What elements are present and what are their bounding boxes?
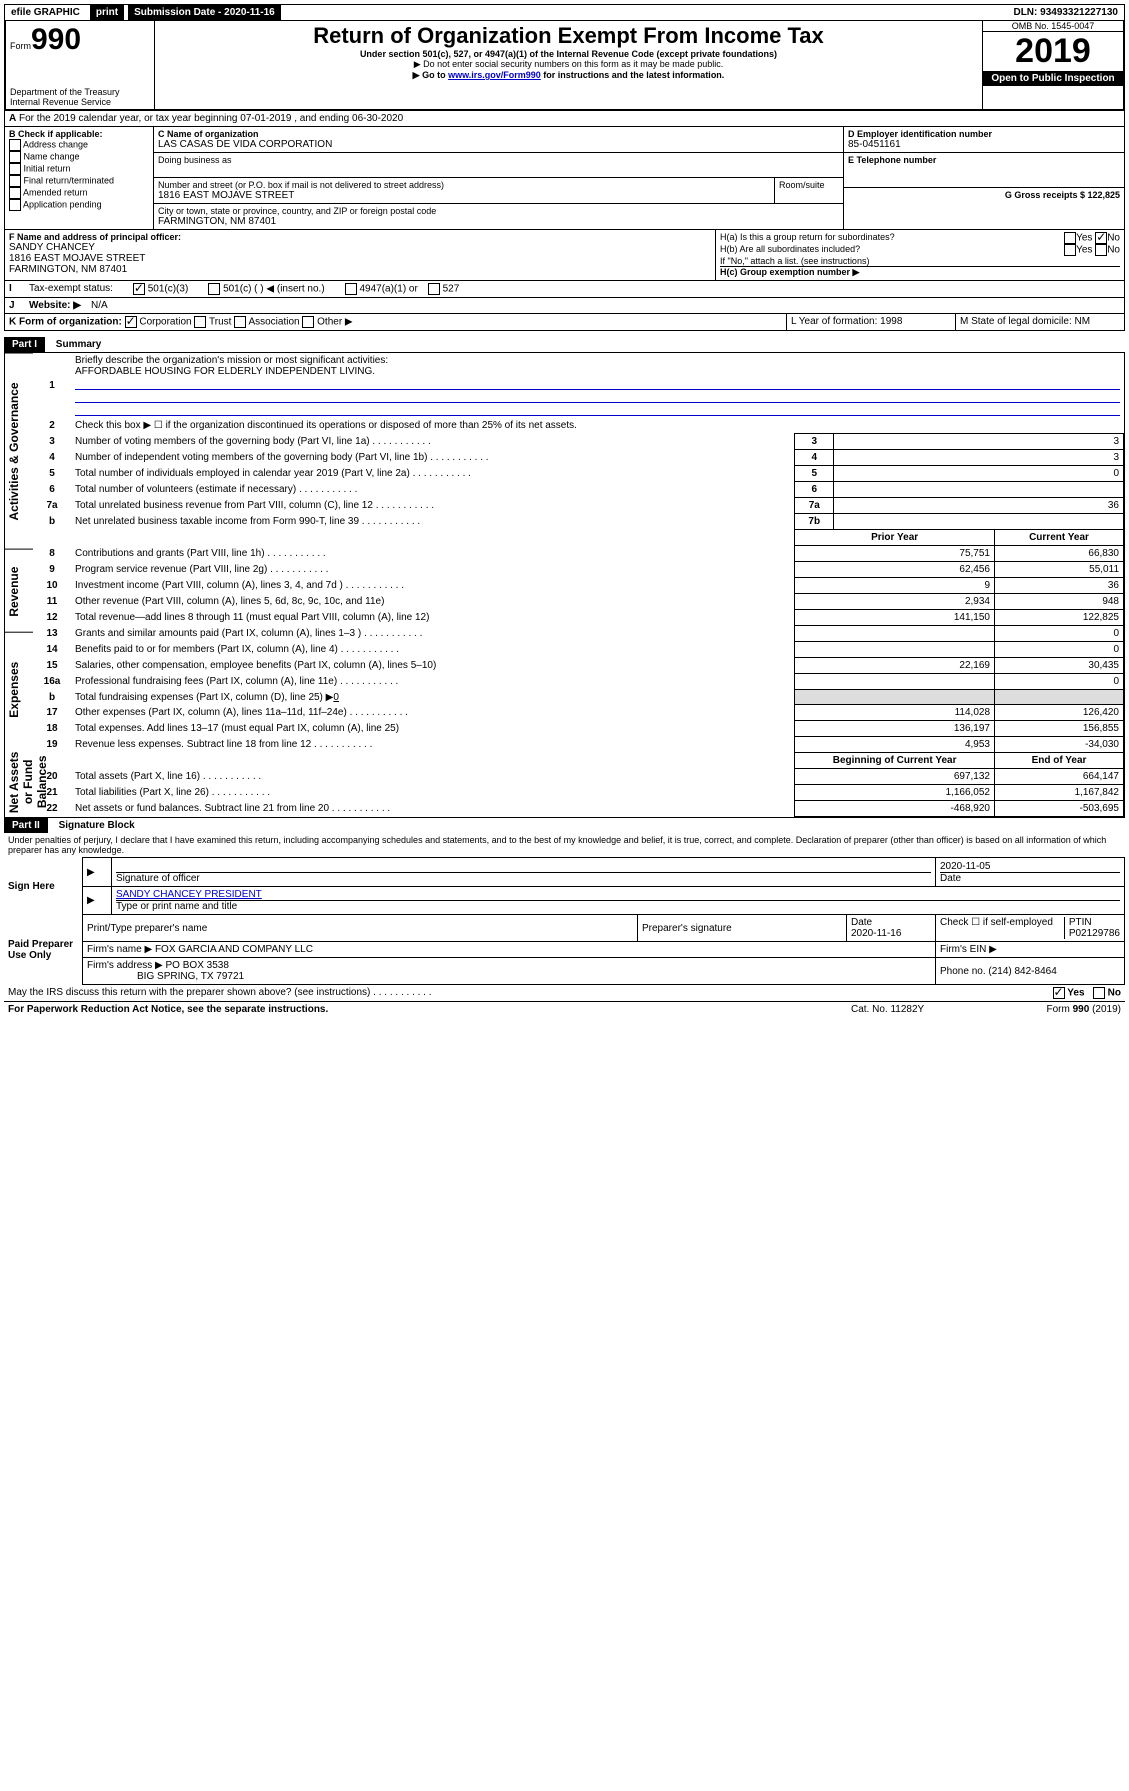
check-501c3[interactable] (133, 283, 145, 295)
officer-group-row: F Name and address of principal officer:… (4, 230, 1125, 281)
side-expenses: Expenses (5, 632, 33, 747)
val-7b (834, 514, 1124, 530)
form-header: Form990 Department of the Treasury Inter… (4, 21, 1125, 111)
top-bar: efile GRAPHIC print Submission Date - 20… (4, 4, 1125, 21)
side-revenue: Revenue (5, 549, 33, 633)
form-label: Form (10, 41, 31, 51)
box-i: I Tax-exempt status: 501(c)(3) 501(c) ( … (4, 281, 1125, 298)
check-discuss-no[interactable] (1093, 987, 1105, 999)
discuss-row: May the IRS discuss this return with the… (4, 985, 1125, 1002)
check-pending[interactable] (9, 199, 21, 211)
part1-badge: Part I (4, 337, 45, 352)
org-city: FARMINGTON, NM 87401 (158, 216, 839, 227)
val-6 (834, 482, 1124, 498)
check-name[interactable] (9, 151, 21, 163)
submission-date: Submission Date - 2020-11-16 (128, 5, 281, 20)
box-c: C Name of organization LAS CASAS DE VIDA… (154, 127, 843, 229)
state-domicile: M State of legal domicile: NM (955, 314, 1124, 330)
check-discuss-yes[interactable] (1053, 987, 1065, 999)
tax-period: A For the 2019 calendar year, or tax yea… (4, 111, 1125, 127)
sign-here-label: Sign Here (4, 858, 83, 915)
side-netassets: Net Assets or Fund Balances (5, 747, 33, 817)
gross-receipts: G Gross receipts $ 122,825 (848, 190, 1120, 200)
omb-number: OMB No. 1545-0047 (983, 21, 1123, 32)
org-name: LAS CASAS DE VIDA CORPORATION (158, 139, 839, 150)
year-formation: L Year of formation: 1998 (786, 314, 955, 330)
val-3: 3 (834, 434, 1124, 450)
check-group-no[interactable] (1095, 232, 1107, 244)
form-number: 990 (31, 23, 81, 56)
efile-label: efile GRAPHIC (5, 5, 86, 20)
print-button[interactable]: print (90, 5, 124, 20)
note-link: ▶ Go to www.irs.gov/Form990 for instruct… (159, 70, 978, 81)
box-b: B Check if applicable: Address change Na… (5, 127, 154, 229)
check-address[interactable] (9, 139, 21, 151)
irs-link[interactable]: www.irs.gov/Form990 (448, 70, 541, 80)
perjury-statement: Under penalties of perjury, I declare th… (4, 833, 1125, 857)
val-4: 3 (834, 450, 1124, 466)
val-7a: 36 (834, 498, 1124, 514)
page-footer: For Paperwork Reduction Act Notice, see … (4, 1002, 1125, 1017)
part2-badge: Part II (4, 818, 48, 833)
summary-table: 1 Briefly describe the organization's mi… (33, 353, 1124, 817)
firm-phone: Phone no. (214) 842-8464 (936, 958, 1125, 985)
officer-name-link[interactable]: SANDY CHANCEY PRESIDENT (116, 889, 262, 900)
org-address: 1816 EAST MOJAVE STREET (158, 190, 770, 201)
paid-preparer-label: Paid Preparer Use Only (4, 915, 83, 985)
open-public: Open to Public Inspection (983, 71, 1123, 86)
box-j: J Website: ▶ N/A (4, 298, 1125, 314)
entity-info: B Check if applicable: Address change Na… (4, 127, 1125, 230)
ptin: P02129786 (1069, 928, 1120, 939)
mission-text: AFFORDABLE HOUSING FOR ELDERLY INDEPENDE… (75, 366, 375, 377)
side-governance: Activities & Governance (5, 353, 33, 549)
box-f: F Name and address of principal officer:… (5, 230, 715, 280)
part2-header-row: Part II Signature Block (4, 818, 1125, 833)
form-title: Return of Organization Exempt From Incom… (159, 23, 978, 49)
check-initial[interactable] (9, 163, 21, 175)
note-ssn: ▶ Do not enter social security numbers o… (159, 59, 978, 70)
val-5: 0 (834, 466, 1124, 482)
dln: DLN: 93493321227130 (1007, 5, 1124, 20)
check-corp[interactable] (125, 316, 137, 328)
signature-table: Sign Here ▶ Signature of officer 2020-11… (4, 857, 1125, 985)
right-info: D Employer identification number 85-0451… (843, 127, 1124, 229)
box-klm: K Form of organization: Corporation Trus… (4, 314, 1125, 331)
irs-label: Internal Revenue Service (10, 97, 150, 107)
check-amended[interactable] (9, 187, 21, 199)
dept-treasury: Department of the Treasury (10, 87, 150, 97)
part1-header-row: Part I Summary (4, 337, 1125, 352)
box-h: H(a) Is this a group return for subordin… (715, 230, 1124, 280)
firm-name: FOX GARCIA AND COMPANY LLC (155, 944, 313, 955)
check-final[interactable] (9, 175, 21, 187)
tax-year: 2019 (983, 32, 1123, 71)
form-subtitle: Under section 501(c), 527, or 4947(a)(1)… (159, 49, 978, 59)
summary-section: Activities & Governance Revenue Expenses… (4, 352, 1125, 818)
ein: 85-0451161 (848, 139, 1120, 150)
